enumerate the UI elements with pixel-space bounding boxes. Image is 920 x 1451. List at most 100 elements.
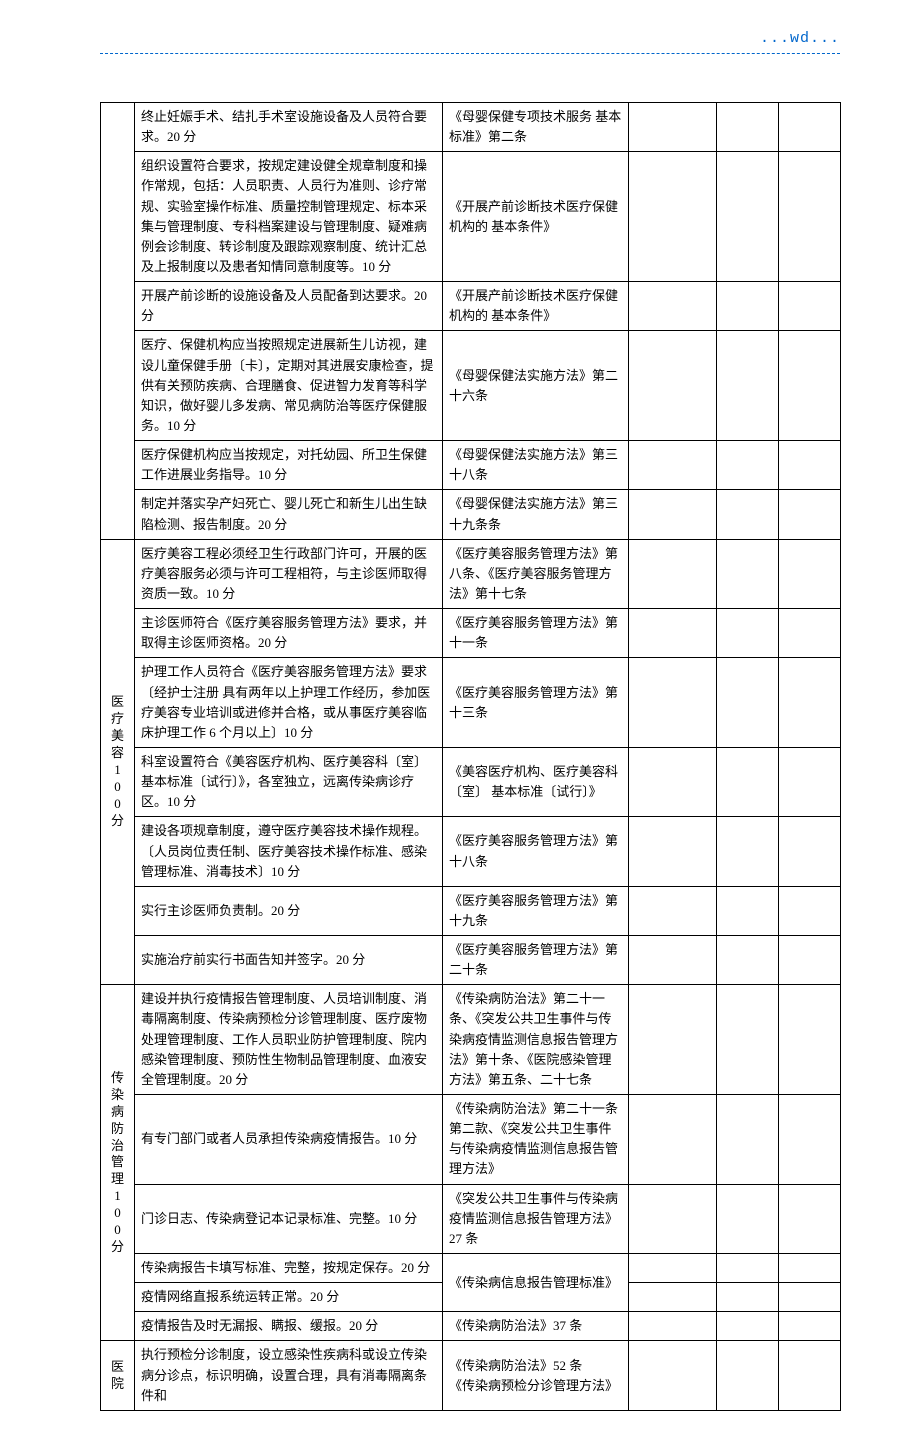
empty-cell xyxy=(779,1095,841,1185)
basis-cell: 《医疗美容服务管理方法》第十八条 xyxy=(443,817,629,886)
empty-cell xyxy=(629,985,717,1095)
basis-cell: 《传染病信息报告管理标准》 xyxy=(443,1254,629,1312)
basis-cell: 《母婴保健法实施方法》第二十六条 xyxy=(443,331,629,441)
content-cell: 传染病报告卡填写标准、完整，按规定保存。20 分 xyxy=(135,1254,443,1283)
empty-cell xyxy=(717,936,779,985)
empty-cell xyxy=(717,658,779,748)
empty-cell xyxy=(779,747,841,816)
empty-cell xyxy=(717,747,779,816)
content-cell: 建设并执行疫情报告管理制度、人员培训制度、消毒隔离制度、传染病预检分诊管理制度、… xyxy=(135,985,443,1095)
basis-cell: 《医疗美容服务管理方法》第八条、《医疗美容服务管理方法》第十七条 xyxy=(443,539,629,608)
empty-cell xyxy=(779,936,841,985)
basis-cell: 《开展产前诊断技术医疗保健机构的 基本条件》 xyxy=(443,152,629,282)
empty-cell xyxy=(779,441,841,490)
table-row: 建设各项规章制度，遵守医疗美容技术操作规程。〔人员岗位责任制、医疗美容技术操作标… xyxy=(101,817,841,886)
content-cell: 终止妊娠手术、结扎手术室设施设备及人员符合要求。20 分 xyxy=(135,103,443,152)
empty-cell xyxy=(779,609,841,658)
table-row: 开展产前诊断的设施设备及人员配备到达要求。20 分《开展产前诊断技术医疗保健机构… xyxy=(101,282,841,331)
empty-cell xyxy=(779,331,841,441)
table-row: 组织设置符合要求，按规定建设健全规章制度和操作常规，包括：人员职责、人员行为准则… xyxy=(101,152,841,282)
basis-cell: 《医疗美容服务管理方法》第十九条 xyxy=(443,886,629,935)
empty-cell xyxy=(629,490,717,539)
category-cell: 传染病防治管理100分 xyxy=(101,985,135,1341)
content-cell: 组织设置符合要求，按规定建设健全规章制度和操作常规，包括：人员职责、人员行为准则… xyxy=(135,152,443,282)
basis-cell: 《医疗美容服务管理方法》第十一条 xyxy=(443,609,629,658)
empty-cell xyxy=(717,490,779,539)
table-row: 传染病防治管理100分建设并执行疫情报告管理制度、人员培训制度、消毒隔离制度、传… xyxy=(101,985,841,1095)
empty-cell xyxy=(779,1184,841,1253)
empty-cell xyxy=(629,152,717,282)
empty-cell xyxy=(717,1312,779,1341)
empty-cell xyxy=(629,817,717,886)
table-row: 科室设置符合《美容医疗机构、医疗美容科〔室〕基本标准〔试行〕》，各室独立，远离传… xyxy=(101,747,841,816)
empty-cell xyxy=(629,441,717,490)
empty-cell xyxy=(717,985,779,1095)
content-cell: 门诊日志、传染病登记本记录标准、完整。10 分 xyxy=(135,1184,443,1253)
empty-cell xyxy=(717,817,779,886)
content-cell: 有专门部门或者人员承担传染病疫情报告。10 分 xyxy=(135,1095,443,1185)
category-cell: 医院 xyxy=(101,1341,135,1410)
content-cell: 医疗、保健机构应当按照规定进展新生儿访视，建设儿童保健手册〔卡〕，定期对其进展安… xyxy=(135,331,443,441)
empty-cell xyxy=(717,152,779,282)
content-cell: 医疗保健机构应当按规定，对托幼园、所卫生保健工作进展业务指导。10 分 xyxy=(135,441,443,490)
empty-cell xyxy=(779,886,841,935)
empty-cell xyxy=(629,658,717,748)
table-row: 医疗保健机构应当按规定，对托幼园、所卫生保健工作进展业务指导。10 分《母婴保健… xyxy=(101,441,841,490)
empty-cell xyxy=(717,1095,779,1185)
basis-cell: 《传染病防治法》第二十一条、《突发公共卫生事件与传染病疫情监测信息报告管理方法》… xyxy=(443,985,629,1095)
empty-cell xyxy=(629,1341,717,1410)
basis-cell: 《突发公共卫生事件与传染病疫情监测信息报告管理方法》27 条 xyxy=(443,1184,629,1253)
table-row: 实施治疗前实行书面告知并签字。20 分《医疗美容服务管理方法》第二十条 xyxy=(101,936,841,985)
content-cell: 疫情报告及时无漏报、瞒报、缓报。20 分 xyxy=(135,1312,443,1341)
basis-cell: 《传染病防治法》37 条 xyxy=(443,1312,629,1341)
table-row: 终止妊娠手术、结扎手术室设施设备及人员符合要求。20 分《母婴保健专项技术服务 … xyxy=(101,103,841,152)
basis-cell: 《母婴保健法实施方法》第三十九条条 xyxy=(443,490,629,539)
table-row: 医疗美容100分医疗美容工程必须经卫生行政部门许可，开展的医疗美容服务必须与许可… xyxy=(101,539,841,608)
empty-cell xyxy=(779,152,841,282)
empty-cell xyxy=(779,1283,841,1312)
empty-cell xyxy=(717,1254,779,1283)
empty-cell xyxy=(779,282,841,331)
content-cell: 实施治疗前实行书面告知并签字。20 分 xyxy=(135,936,443,985)
empty-cell xyxy=(629,1312,717,1341)
table-row: 医疗、保健机构应当按照规定进展新生儿访视，建设儿童保健手册〔卡〕，定期对其进展安… xyxy=(101,331,841,441)
table-row: 护理工作人员符合《医疗美容服务管理方法》要求〔经护士注册 具有两年以上护理工作经… xyxy=(101,658,841,748)
empty-cell xyxy=(717,331,779,441)
empty-cell xyxy=(779,539,841,608)
basis-cell: 《开展产前诊断技术医疗保健机构的 基本条件》 xyxy=(443,282,629,331)
empty-cell xyxy=(779,103,841,152)
empty-cell xyxy=(779,985,841,1095)
empty-cell xyxy=(779,490,841,539)
empty-cell xyxy=(629,539,717,608)
standards-table: 终止妊娠手术、结扎手术室设施设备及人员符合要求。20 分《母婴保健专项技术服务 … xyxy=(100,102,841,1411)
table-row: 实行主诊医师负责制。20 分《医疗美容服务管理方法》第十九条 xyxy=(101,886,841,935)
empty-cell xyxy=(717,1283,779,1312)
empty-cell xyxy=(629,936,717,985)
empty-cell xyxy=(717,886,779,935)
empty-cell xyxy=(717,1341,779,1410)
content-cell: 疫情网络直报系统运转正常。20 分 xyxy=(135,1283,443,1312)
category-cell xyxy=(101,103,135,540)
empty-cell xyxy=(717,1184,779,1253)
empty-cell xyxy=(779,658,841,748)
table-row: 传染病报告卡填写标准、完整，按规定保存。20 分《传染病信息报告管理标准》 xyxy=(101,1254,841,1283)
empty-cell xyxy=(717,609,779,658)
category-cell: 医疗美容100分 xyxy=(101,539,135,985)
table-row: 门诊日志、传染病登记本记录标准、完整。10 分《突发公共卫生事件与传染病疫情监测… xyxy=(101,1184,841,1253)
empty-cell xyxy=(629,886,717,935)
basis-cell: 《传染病防治法》52 条 《传染病预检分诊管理方法》 xyxy=(443,1341,629,1410)
basis-cell: 《母婴保健专项技术服务 基本标准》第二条 xyxy=(443,103,629,152)
empty-cell xyxy=(717,441,779,490)
table-row: 医院执行预检分诊制度，设立感染性疾病科或设立传染病分诊点，标识明确，设置合理，具… xyxy=(101,1341,841,1410)
empty-cell xyxy=(629,331,717,441)
empty-cell xyxy=(629,1254,717,1283)
basis-cell: 《传染病防治法》第二十一条第二款、《突发公共卫生事件与传染病疫情监测信息报告管理… xyxy=(443,1095,629,1185)
content-cell: 建设各项规章制度，遵守医疗美容技术操作规程。〔人员岗位责任制、医疗美容技术操作标… xyxy=(135,817,443,886)
content-cell: 科室设置符合《美容医疗机构、医疗美容科〔室〕基本标准〔试行〕》，各室独立，远离传… xyxy=(135,747,443,816)
content-cell: 医疗美容工程必须经卫生行政部门许可，开展的医疗美容服务必须与许可工程相符，与主诊… xyxy=(135,539,443,608)
empty-cell xyxy=(717,539,779,608)
basis-cell: 《医疗美容服务管理方法》第十三条 xyxy=(443,658,629,748)
empty-cell xyxy=(629,747,717,816)
content-cell: 制定并落实孕产妇死亡、婴儿死亡和新生儿出生缺陷检测、报告制度。20 分 xyxy=(135,490,443,539)
content-cell: 主诊医师符合《医疗美容服务管理方法》要求，并取得主诊医师资格。20 分 xyxy=(135,609,443,658)
